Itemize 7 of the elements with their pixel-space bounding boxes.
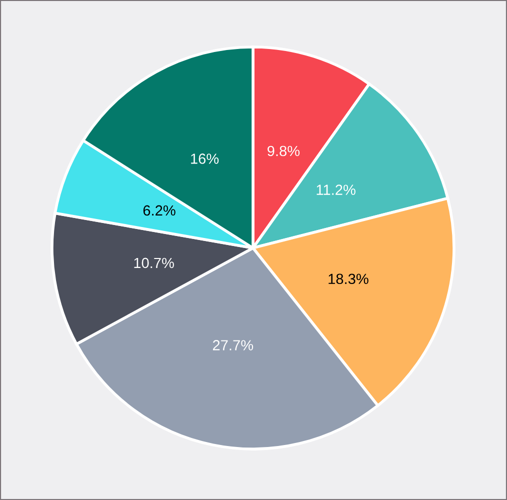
data-label: 9.8% — [268, 146, 300, 156]
data-label: 27.7% — [212, 340, 254, 350]
data-label: 11.2% — [316, 184, 356, 195]
data-label: 16% — [191, 154, 219, 164]
data-label: 18.3% — [328, 274, 368, 284]
data-label: 10.7% — [134, 258, 174, 268]
data-label: 6.2% — [143, 205, 176, 216]
